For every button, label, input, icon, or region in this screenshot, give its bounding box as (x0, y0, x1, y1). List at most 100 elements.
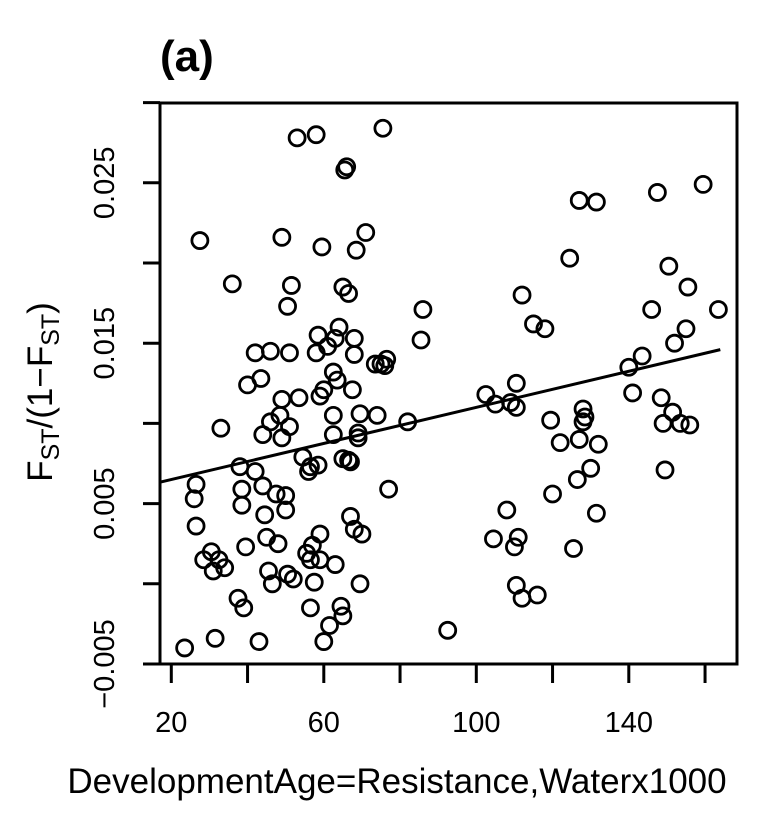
data-point (253, 476, 273, 496)
data-point (573, 399, 593, 419)
y-tick-label: 0.005 (89, 467, 121, 540)
data-point (228, 588, 248, 608)
data-point (678, 277, 698, 297)
data-point (306, 125, 326, 145)
trend-line (159, 348, 721, 484)
data-point (272, 227, 292, 247)
data-point (175, 638, 195, 658)
data-point (259, 561, 278, 581)
data-point (535, 319, 555, 339)
data-point (655, 460, 675, 480)
data-point (569, 430, 589, 449)
x-tick-label: 100 (452, 707, 500, 739)
data-point (261, 412, 280, 432)
data-point (413, 300, 433, 319)
data-point (333, 606, 353, 626)
data-point (301, 457, 320, 477)
data-point (560, 248, 580, 268)
data-point (567, 470, 587, 489)
data-point (344, 345, 364, 364)
data-point (266, 484, 286, 504)
data-point (308, 325, 328, 345)
data-point (341, 452, 360, 472)
y-label-sub: ST (37, 428, 65, 460)
data-point (581, 458, 601, 478)
data-point (232, 495, 252, 515)
data-point (281, 276, 301, 295)
data-point (287, 128, 307, 148)
data-point (234, 598, 254, 618)
data-point (411, 330, 431, 350)
data-point (632, 346, 652, 366)
data-point (339, 284, 358, 303)
data-point (280, 343, 299, 363)
data-point (276, 486, 296, 505)
y-label-middle: /(1−F (21, 346, 60, 429)
data-point (651, 388, 671, 408)
data-point (398, 412, 418, 432)
data-point (676, 319, 696, 339)
data-point (184, 489, 204, 509)
data-point (586, 503, 606, 523)
data-point (501, 393, 521, 412)
data-point (527, 585, 547, 605)
data-point (310, 524, 330, 544)
y-label-sub2: ST (37, 314, 65, 346)
data-point (222, 274, 242, 294)
data-point (314, 380, 334, 400)
data-point (346, 240, 366, 260)
data-point (659, 256, 679, 276)
data-point (341, 507, 360, 526)
y-label-main: F (21, 460, 60, 481)
data-point (377, 349, 397, 369)
data-point (524, 314, 543, 334)
data-point (245, 343, 265, 363)
data-point (205, 628, 225, 648)
data-point (203, 561, 223, 581)
data-point (484, 529, 503, 549)
data-point (564, 539, 583, 558)
data-point (693, 175, 713, 194)
data-point (647, 183, 667, 202)
data-point (283, 569, 303, 589)
data-point (323, 425, 343, 445)
data-point (308, 455, 328, 475)
data-point (276, 500, 296, 520)
data-point (356, 223, 376, 242)
data-point (438, 620, 458, 640)
y-tick-label: 0.025 (89, 147, 121, 220)
data-point (262, 574, 282, 594)
data-point (325, 328, 345, 348)
data-point (323, 405, 343, 425)
data-point (337, 157, 357, 177)
data-point (325, 555, 345, 574)
data-point (350, 404, 370, 424)
data-point (249, 632, 269, 651)
data-point (550, 433, 570, 453)
data-point (365, 354, 385, 374)
data-point (230, 457, 250, 477)
data-point (506, 373, 526, 393)
data-point (255, 505, 275, 525)
data-point (379, 479, 399, 499)
data-point (310, 550, 330, 570)
data-point (506, 397, 526, 417)
data-point (569, 191, 589, 210)
data-point (367, 405, 387, 425)
data-point (541, 410, 561, 430)
data-point (329, 317, 349, 337)
data-point (272, 428, 292, 448)
data-point (312, 237, 332, 257)
data-point (280, 417, 299, 437)
data-point (331, 596, 351, 616)
data-point (708, 300, 728, 319)
data-point (232, 479, 252, 499)
data-point (186, 516, 206, 536)
data-point (344, 328, 364, 348)
data-point (623, 383, 643, 403)
data-point (261, 341, 280, 361)
data-point (619, 357, 639, 377)
x-tick-label: 140 (605, 707, 653, 739)
x-axis-label: DevelopmentAge=Resistance,Waterx1000 (67, 762, 726, 801)
